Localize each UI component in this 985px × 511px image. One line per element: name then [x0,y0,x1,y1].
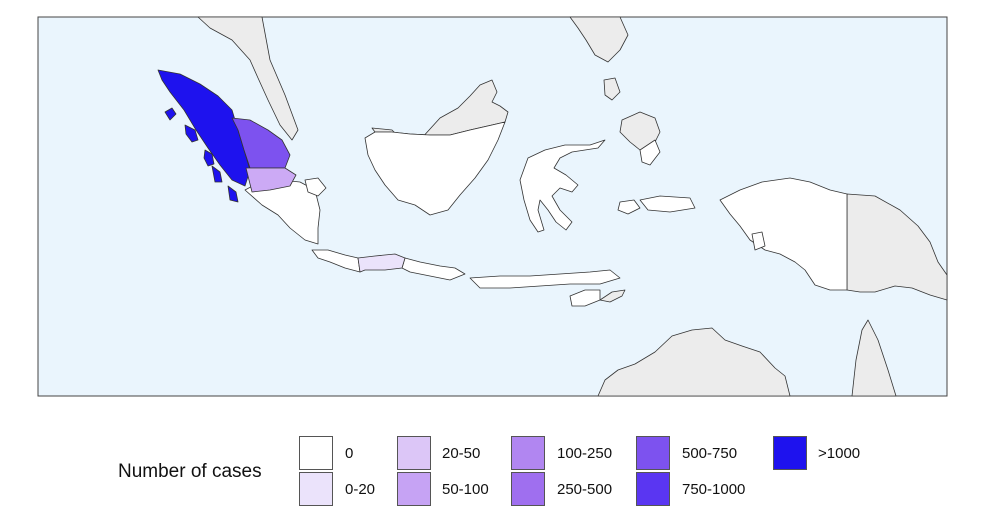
timor-leste [599,289,626,303]
papua-west [719,177,848,291]
timor-west [569,289,601,307]
legend-swatch-0 [299,436,333,470]
legend-swatch-50-100 [397,472,431,506]
australia [597,327,791,397]
philippines-visayas [603,77,621,101]
region-west-sumatra [245,167,297,193]
philippines-luzon [569,16,629,63]
sulawesi [519,139,606,233]
aru-islands [751,231,766,251]
mainland-southeast-asia [197,16,299,141]
legend-title: Number of cases [118,461,262,482]
australia-cape-york [851,319,897,397]
mentawai-island-1 [203,149,215,167]
legend-label-50-100: 50-100 [442,481,489,498]
legend-label-0: 0 [345,445,354,462]
legend-swatch-over-1000 [773,436,807,470]
region-aceh [157,69,251,187]
maluku-seram [639,195,696,213]
legend-swatch-500-750 [636,436,670,470]
nias-island [184,124,199,143]
simeulue-island [164,107,177,121]
borneo-kalimantan [364,121,506,216]
java-east [401,257,466,281]
legend-label-0-20: 0-20 [345,481,376,498]
legend-swatch-750-1000 [636,472,670,506]
bangka-island [304,177,327,197]
mentawai-island-3 [227,185,239,203]
legend-label-250-500: 250-500 [557,481,613,498]
maluku-halmahera [639,139,661,166]
legend-swatch-20-50 [397,436,431,470]
legend-label-500-750: 500-750 [682,445,738,462]
legend-swatch-250-500 [511,472,545,506]
legend-label-100-250: 100-250 [557,445,613,462]
region-west-java [357,253,406,273]
legend-label-750-1000: 750-1000 [682,481,746,498]
papua-new-guinea [846,193,948,301]
legend-swatch-100-250 [511,436,545,470]
mentawai-island-2 [211,165,223,183]
lesser-sunda-islands [469,269,621,289]
legend-swatch-0-20 [299,472,333,506]
legend-label-20-50: 20-50 [442,445,481,462]
legend-label-over-1000: >1000 [818,445,861,462]
maluku-buru [617,199,641,215]
